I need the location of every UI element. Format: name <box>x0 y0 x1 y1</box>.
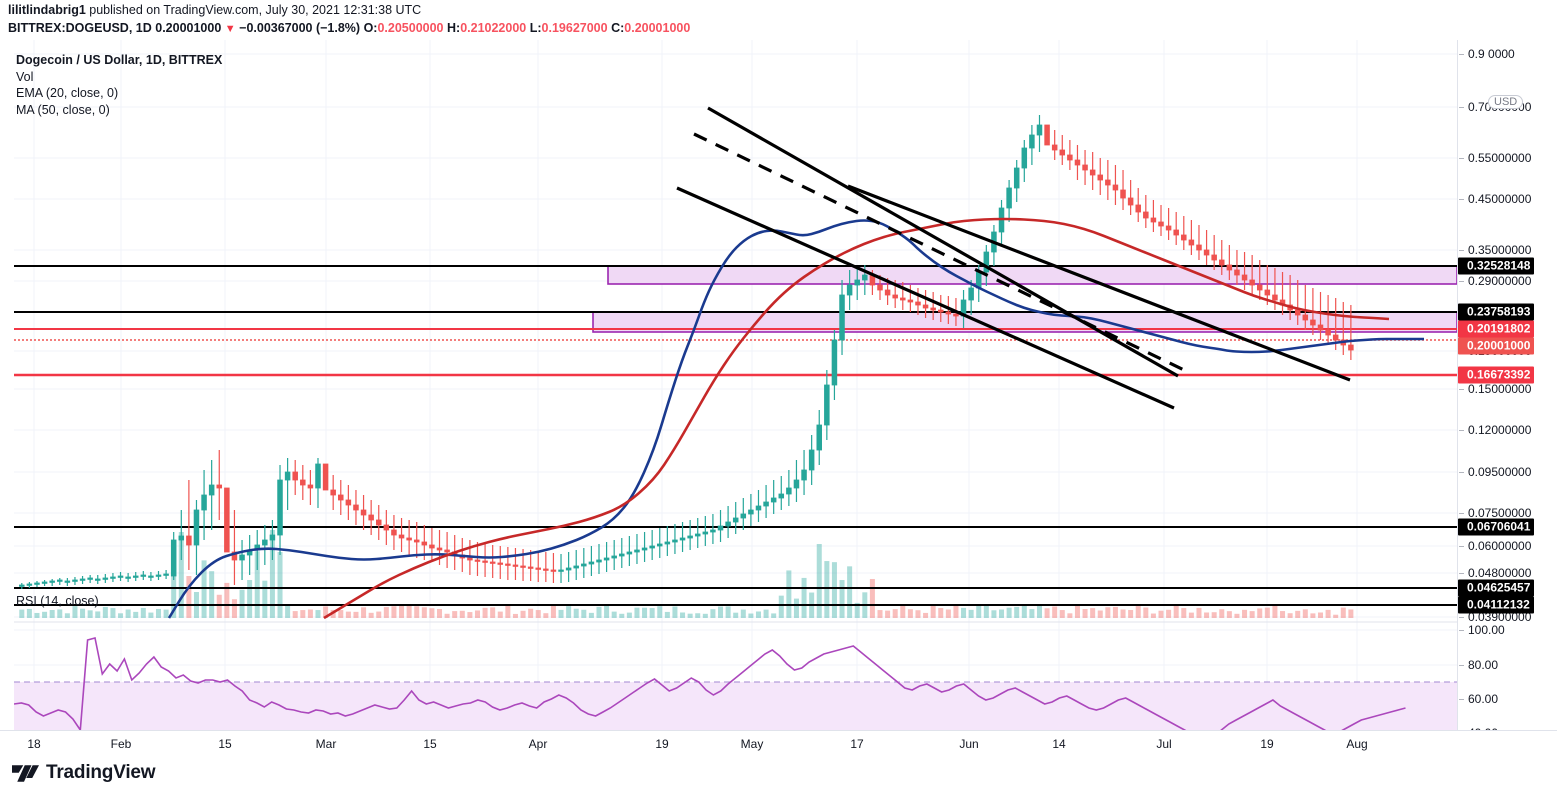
time-axis-tick: 17 <box>850 737 864 751</box>
price-axis-tick: 0.55000000 <box>1459 151 1532 165</box>
rsi-band-region <box>14 682 1457 730</box>
dashed-trend-line[interactable] <box>693 132 1185 372</box>
grid-lines <box>14 40 1457 730</box>
tradingview-wordmark: TradingView <box>46 762 156 783</box>
attribution-bar: lilitlindabrig1 published on TradingView… <box>0 0 1557 40</box>
price-axis-tick: 0.12000000 <box>1459 423 1532 437</box>
price-axis-badge[interactable]: 0.23758193 <box>1458 303 1535 321</box>
time-axis-tick: Jul <box>1156 737 1172 751</box>
price-axis-tick: 0.45000000 <box>1459 192 1532 206</box>
price-axis-tick: 80.00 <box>1459 658 1499 672</box>
ma50-line <box>323 217 1390 620</box>
publisher-username: lilitlindabrig1 <box>8 3 86 17</box>
symbol-label: BITTREX:DOGEUSD, 1D <box>8 21 152 35</box>
chart-legend: Dogecoin / US Dollar, 1D, BITTREX Vol EM… <box>16 52 222 118</box>
price-axis-tick: 0.29000000 <box>1459 274 1532 288</box>
close-value: 0.20001000 <box>624 21 691 35</box>
close-key: C: <box>611 21 625 35</box>
price-axis-tick-label: 80.00 <box>1468 658 1499 672</box>
price-axis-badge[interactable]: 0.06706041 <box>1458 518 1535 536</box>
time-axis-tick: 14 <box>1052 737 1066 751</box>
rsi-legend[interactable]: RSI (14, close) <box>16 594 99 608</box>
time-axis-tick: 18 <box>27 737 41 751</box>
price-axis-tick-label: 0.29000000 <box>1468 274 1532 288</box>
price-axis-tick-label: 60.00 <box>1468 692 1499 706</box>
low-key: L: <box>529 21 542 35</box>
price-axis-tick-label: 0.45000000 <box>1468 192 1532 206</box>
price-axis-tick: 100.00 <box>1459 623 1505 637</box>
rsi-line <box>14 637 1406 730</box>
price-axis-tick-label: 0.12000000 <box>1468 423 1532 437</box>
legend-ema[interactable]: EMA (20, close, 0) <box>16 86 119 100</box>
legend-volume[interactable]: Vol <box>16 69 34 84</box>
price-axis-badge[interactable]: 0.20191802 <box>1458 320 1535 338</box>
price-axis-tick-label: 0.07500000 <box>1468 506 1532 520</box>
time-axis-tick: 15 <box>218 737 232 751</box>
high-value: 0.21022000 <box>460 21 527 35</box>
price-axis-tick-label: 0.06000000 <box>1468 539 1532 553</box>
price-axis-tick: 0.07500000 <box>1459 506 1532 520</box>
price-axis-badge[interactable]: 0.16673392 <box>1458 366 1535 384</box>
price-axis[interactable]: 0.9 00000.700000000.550000000.450000000.… <box>1457 40 1557 774</box>
time-axis-tick: Jun <box>959 737 979 751</box>
horizontal-level-lines[interactable] <box>14 265 1457 606</box>
down-arrow-icon: ▼ <box>224 23 236 35</box>
price-axis-badge[interactable]: 0.04625457 <box>1458 579 1535 597</box>
chart-plot-area[interactable] <box>14 40 1457 730</box>
price-axis-tick-label: 0.55000000 <box>1468 151 1532 165</box>
price-axis-tick: 0.04800000 <box>1459 566 1532 580</box>
last-price: 0.20001000 <box>155 21 222 35</box>
tradingview-mark-icon <box>12 764 39 782</box>
price-axis-tick-label: 0.9 0000 <box>1468 47 1515 61</box>
price-axis-badge[interactable]: 0.32528148 <box>1458 257 1535 275</box>
price-axis-tick: 0.35000000 <box>1459 243 1532 257</box>
price-axis-tick-label: 0.09500000 <box>1468 465 1532 479</box>
time-axis-tick: 19 <box>655 737 669 751</box>
attribution-text: lilitlindabrig1 published on TradingView… <box>8 2 421 18</box>
quote-line: BITTREX:DOGEUSD, 1D 0.20001000 ▼ −0.0036… <box>8 20 690 37</box>
currency-pill: USD <box>1488 95 1524 109</box>
price-axis-tick-label: 100.00 <box>1468 623 1505 637</box>
footer: TradingView <box>0 754 1557 794</box>
price-change: −0.00367000 (−1.8%) <box>239 21 361 35</box>
price-axis-tick-label: 0.15000000 <box>1468 382 1532 396</box>
supply-demand-zones[interactable] <box>592 265 1457 333</box>
time-axis-tick: Aug <box>1346 737 1368 751</box>
price-axis-tick-label: 0.35000000 <box>1468 243 1532 257</box>
ema20-line <box>167 219 1424 619</box>
candlestick-series[interactable] <box>19 115 1354 589</box>
price-axis-badge[interactable]: 0.20001000 <box>1458 337 1535 355</box>
price-axis-tick-label: 0.04800000 <box>1468 566 1532 580</box>
open-key: O: <box>363 21 378 35</box>
time-axis-tick: 15 <box>423 737 437 751</box>
trend-channel-lines[interactable] <box>676 106 1351 410</box>
time-axis-tick: May <box>740 737 764 751</box>
high-key: H: <box>447 21 461 35</box>
price-axis-tick-label: 0.03900000 <box>1468 610 1532 624</box>
legend-title: Dogecoin / US Dollar, 1D, BITTREX <box>16 53 223 67</box>
time-axis-tick: Mar <box>315 737 337 751</box>
open-value: 0.20500000 <box>377 21 444 35</box>
tradingview-logo: TradingView <box>12 762 156 784</box>
time-axis-tick: 19 <box>1260 737 1274 751</box>
time-axis-tick: Apr <box>528 737 548 751</box>
price-axis-tick: 0.03900000 <box>1459 610 1532 624</box>
time-axis-tick: Feb <box>110 737 132 751</box>
volume-bars <box>19 530 1354 618</box>
chart-canvas[interactable] <box>14 40 1457 730</box>
price-axis-tick: 0.09500000 <box>1459 465 1532 479</box>
price-axis-badge[interactable]: 0.04112132 <box>1458 596 1534 614</box>
publish-info: published on TradingView.com, July 30, 2… <box>85 3 422 17</box>
low-value: 0.19627000 <box>541 21 608 35</box>
price-axis-tick: 60.00 <box>1459 692 1499 706</box>
price-axis-tick: 0.15000000 <box>1459 382 1532 396</box>
price-axis-tick: 0.06000000 <box>1459 539 1532 553</box>
chart-frame: Dogecoin / US Dollar, 1D, BITTREX Vol EM… <box>0 40 1557 774</box>
price-axis-tick: 0.9 0000 <box>1459 47 1515 61</box>
legend-ma[interactable]: MA (50, close, 0) <box>16 102 110 117</box>
